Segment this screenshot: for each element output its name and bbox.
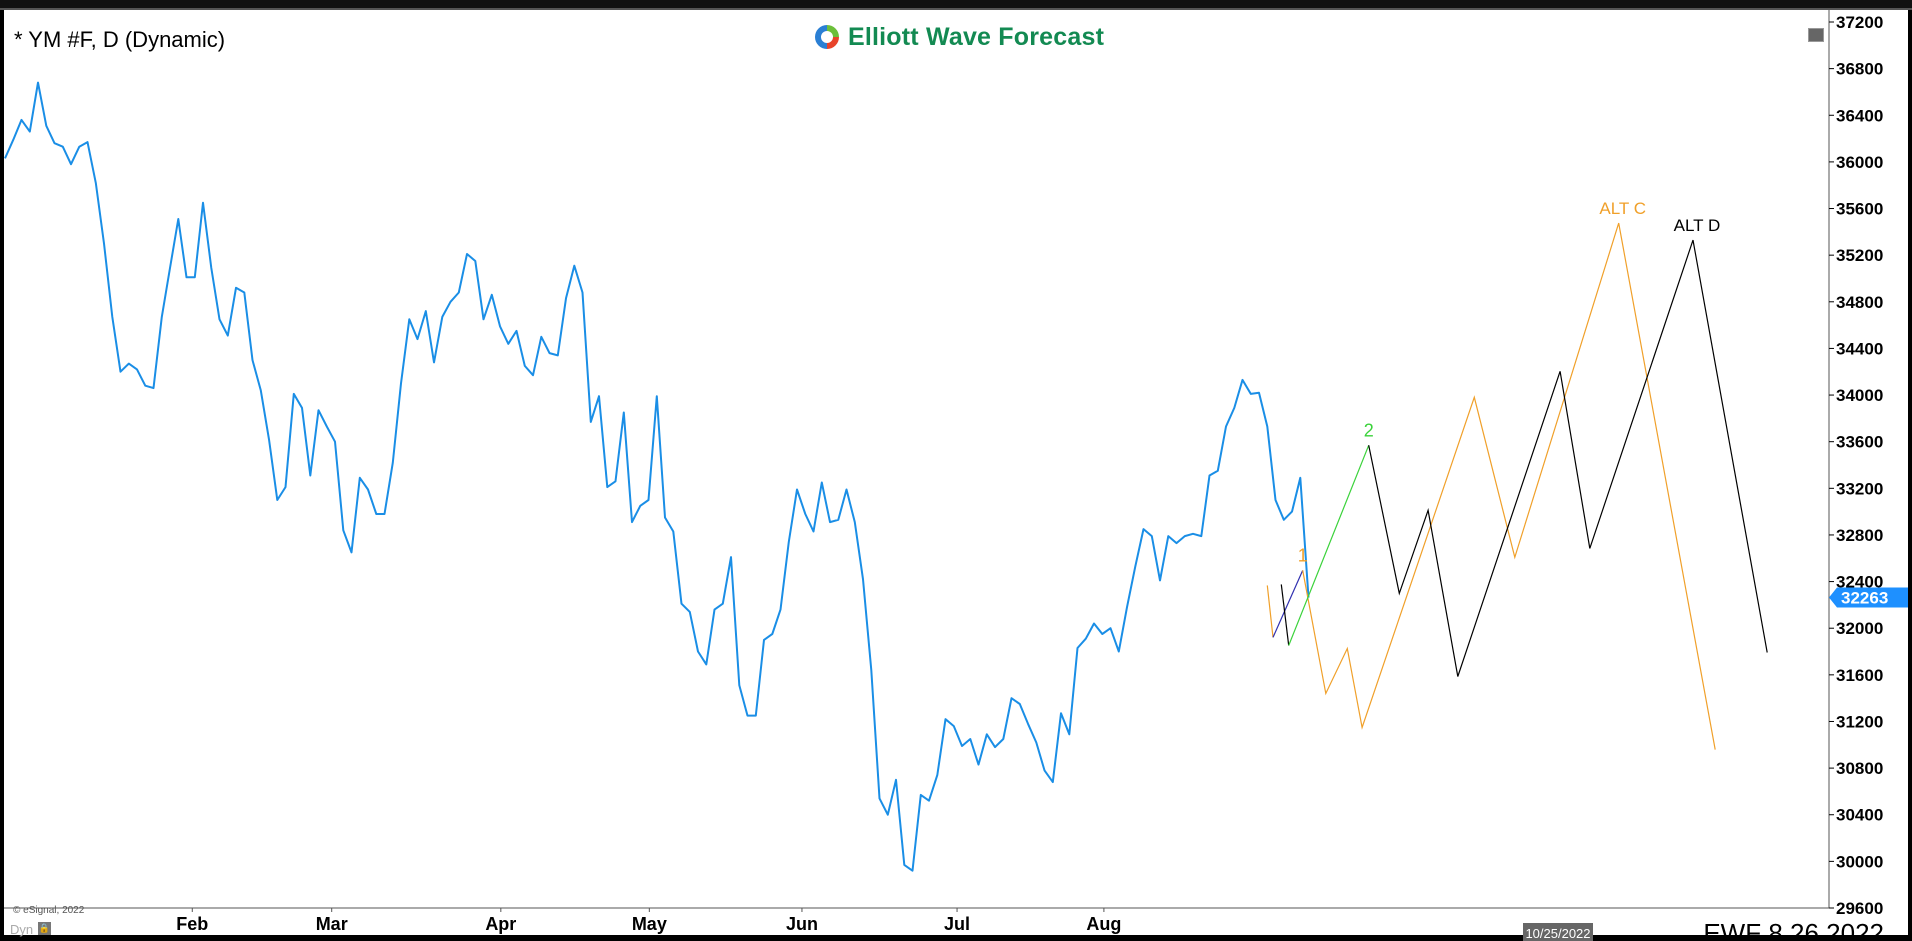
x-tick-label: Apr [485, 914, 516, 934]
wave-label: ALT C [1599, 199, 1646, 218]
y-tick-label: 35600 [1836, 200, 1883, 219]
cursor-date-label: 10/25/2022 [1523, 923, 1593, 941]
projection-path-purple [1272, 570, 1304, 638]
y-tick-label: 31200 [1836, 712, 1883, 731]
last-price-marker [1829, 587, 1908, 608]
brand-logo-text: Elliott Wave Forecast [848, 22, 1105, 51]
y-tick-label: 30000 [1836, 852, 1883, 871]
projection-path-black [1280, 584, 1290, 646]
y-tick-label: 33200 [1836, 479, 1883, 498]
y-tick-label: 36400 [1836, 106, 1883, 125]
dyn-label[interactable]: Dyn [10, 922, 34, 937]
x-tick-label: Mar [316, 914, 348, 934]
ewf-date-stamp: EWF 8.26.2022 [1703, 918, 1884, 941]
price-chart[interactable]: 37200 36800 36400 36000 35600 35200 34800 34400… [4, 10, 1908, 935]
x-tick-label: Jun [786, 914, 818, 934]
brand-logo: Elliott Wave Forecast [812, 22, 1104, 52]
y-tick-label: 32000 [1836, 619, 1883, 638]
chart-panel: 37200 36800 36400 36000 35600 35200 34800 34400… [4, 10, 1908, 941]
wave-label: 1 [1298, 545, 1308, 565]
elliott-wave-swirl-logo-icon [815, 25, 839, 49]
y-tick-label: 36000 [1836, 153, 1883, 172]
y-tick-label: 35200 [1836, 246, 1883, 265]
y-tick-label: 34400 [1836, 339, 1883, 358]
y-tick-label: 30800 [1836, 759, 1883, 778]
window-top-bar [0, 0, 1912, 10]
chart-title: * YM #F, D (Dynamic) [14, 27, 226, 52]
x-tick-label: May [632, 914, 667, 934]
x-tick-label: Jul [944, 914, 970, 934]
y-tick-label: 30400 [1836, 806, 1883, 825]
projection-path-orange [1266, 585, 1274, 638]
x-tick-label: Aug [1086, 914, 1121, 934]
y-tick-label: 33600 [1836, 433, 1883, 452]
wave-label: ALT D [1674, 216, 1721, 235]
y-tick-label: 37200 [1836, 13, 1883, 32]
wave-label: 2 [1364, 420, 1374, 440]
y-tick-label: 32800 [1836, 526, 1883, 545]
last-price-label: 32263 [1841, 589, 1888, 608]
projection-path-orange [1302, 222, 1716, 750]
price-series-line [4, 81, 1310, 872]
y-tick-label: 34000 [1836, 386, 1883, 405]
copyright-text: © eSignal, 2022 [13, 905, 85, 916]
y-tick-label: 31600 [1836, 666, 1883, 685]
y-tick-label: 34800 [1836, 293, 1883, 312]
y-tick-label: 29600 [1836, 899, 1883, 918]
x-tick-label: Feb [176, 914, 208, 934]
y-tick-label: 36800 [1836, 60, 1883, 79]
lock-icon[interactable]: 🔒 [38, 922, 51, 935]
projection-path-black [1368, 239, 1768, 677]
y-tick-label: 32400 [1836, 573, 1883, 592]
projection-path-green [1288, 445, 1370, 646]
window-restore-icon[interactable] [1808, 28, 1824, 42]
